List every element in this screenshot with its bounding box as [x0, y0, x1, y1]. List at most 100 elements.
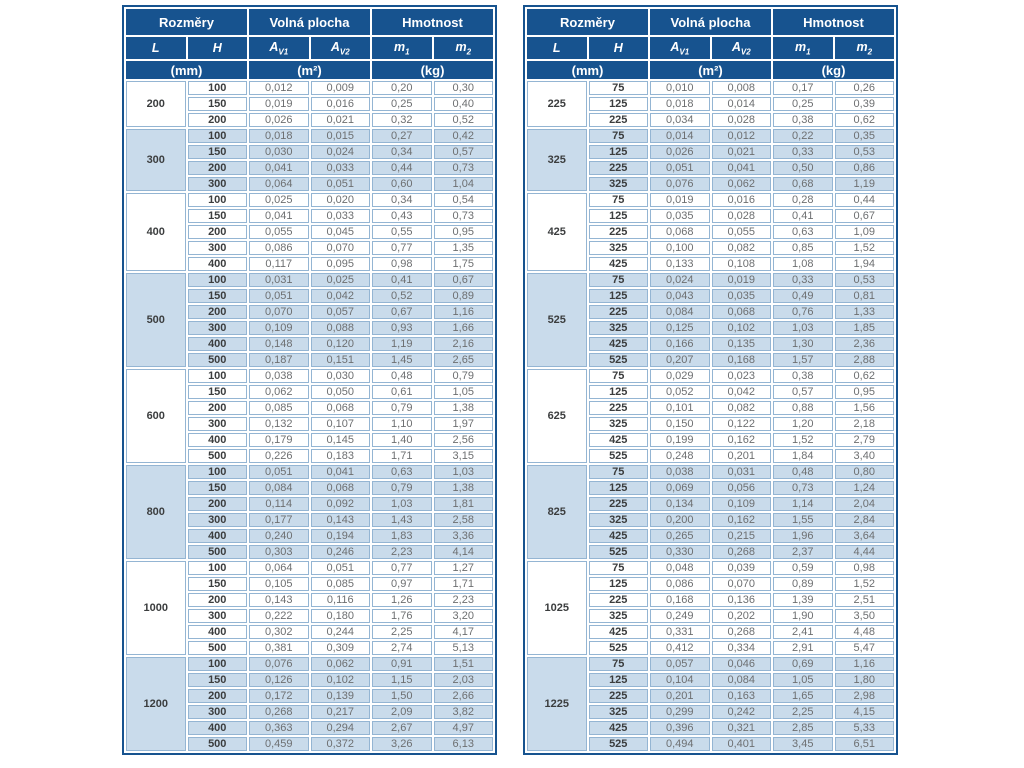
table-row: 600 100 0,038 0,030 0,48 0,79 [126, 369, 493, 463]
value-cell: 0,070 [711, 577, 771, 591]
value-cell: 2,37 [773, 545, 833, 559]
value-cell: 0,122 [711, 417, 771, 431]
value-cell: 0,43 [372, 209, 432, 223]
value-cell: 0,244 [310, 625, 370, 639]
symbol-A: A [670, 39, 680, 54]
dimension-H-cell: 400 [187, 529, 247, 543]
value-cell: 2,03 [433, 673, 493, 687]
value-cell: 5,47 [834, 641, 894, 655]
dimension-H-cell: 150 [187, 289, 247, 303]
dimension-H-cell: 500 [187, 737, 247, 751]
value-cell: 5,13 [433, 641, 493, 655]
value-cell: 0,48 [372, 369, 432, 383]
table-row: 150 0,041 0,033 0,43 0,73 [126, 209, 493, 223]
value-cell: 1,80 [834, 673, 894, 687]
value-cell: 1,56 [834, 401, 894, 415]
value-cell: 0,102 [711, 321, 771, 335]
value-cell: 0,023 [711, 369, 771, 383]
col-label-Av1: AV1 [650, 37, 710, 59]
value-cell: 0,012 [249, 81, 309, 95]
dimension-H-cell: 200 [187, 225, 247, 239]
value-cell: 0,088 [310, 321, 370, 335]
value-cell: 0,330 [650, 545, 710, 559]
value-cell: 0,082 [711, 401, 771, 415]
dimension-H-cell: 325 [588, 705, 648, 719]
value-cell: 0,024 [650, 273, 710, 287]
value-cell: 1,52 [834, 241, 894, 255]
value-cell: 0,412 [650, 641, 710, 655]
value-cell: 0,26 [834, 81, 894, 95]
dimension-H-cell: 225 [588, 497, 648, 511]
dimension-L-cell: 300 [126, 129, 186, 191]
value-cell: 4,97 [433, 721, 493, 735]
dimension-L-cell: 1225 [527, 657, 587, 751]
value-cell: 0,41 [773, 209, 833, 223]
col-label-H: H [588, 37, 648, 59]
dimension-H-cell: 75 [588, 273, 648, 287]
table-row: 200 0,055 0,045 0,55 0,95 [126, 225, 493, 239]
table-row: 400 0,179 0,145 1,40 2,56 [126, 433, 493, 447]
dimension-H-cell: 225 [588, 401, 648, 415]
value-cell: 0,084 [650, 305, 710, 319]
value-cell: 0,396 [650, 721, 710, 735]
dimension-H-cell: 525 [588, 737, 648, 751]
table-row: 225 0,168 0,136 1,39 2,51 [527, 593, 894, 607]
table-row: 325 0,200 0,162 1,55 2,84 [527, 513, 894, 527]
value-cell: 1,20 [773, 417, 833, 431]
header-weight: Hmotnost [773, 9, 894, 35]
value-cell: 2,56 [433, 433, 493, 447]
value-cell: 0,309 [310, 641, 370, 655]
value-cell: 0,041 [249, 209, 309, 223]
table-row: 1025 75 0,048 0,039 0,59 0,98 [527, 561, 894, 655]
value-cell: 0,012 [711, 129, 771, 143]
col-label-H: H [187, 37, 247, 59]
value-cell: 0,53 [834, 273, 894, 287]
value-cell: 3,20 [433, 609, 493, 623]
value-cell: 0,93 [372, 321, 432, 335]
value-cell: 1,66 [433, 321, 493, 335]
value-cell: 0,114 [249, 497, 309, 511]
table-row: 400 0,363 0,294 2,67 4,97 [126, 721, 493, 735]
dimension-H-cell: 200 [187, 161, 247, 175]
value-cell: 0,163 [711, 689, 771, 703]
value-cell: 0,50 [773, 161, 833, 175]
header-free-area: Volná plocha [650, 9, 771, 35]
value-cell: 0,242 [711, 705, 771, 719]
table-row: 125 0,104 0,084 1,05 1,80 [527, 673, 894, 687]
value-cell: 2,85 [773, 721, 833, 735]
value-cell: 0,025 [310, 273, 370, 287]
value-cell: 0,95 [433, 225, 493, 239]
table-row: 125 0,035 0,028 0,41 0,67 [527, 209, 894, 223]
table-row: 225 0,134 0,109 1,14 2,04 [527, 497, 894, 511]
value-cell: 1,81 [433, 497, 493, 511]
table-row: 825 75 0,038 0,031 0,48 0,80 [527, 465, 894, 559]
table-row: 200 0,070 0,057 0,67 1,16 [126, 305, 493, 319]
value-cell: 4,15 [834, 705, 894, 719]
value-cell: 2,91 [773, 641, 833, 655]
value-cell: 0,056 [711, 481, 771, 495]
value-cell: 0,126 [249, 673, 309, 687]
value-cell: 0,33 [773, 145, 833, 159]
value-cell: 1,24 [834, 481, 894, 495]
value-cell: 0,018 [650, 97, 710, 111]
value-cell: 1,85 [834, 321, 894, 335]
dimension-H-cell: 525 [588, 641, 648, 655]
value-cell: 1,05 [773, 673, 833, 687]
dimension-H-cell: 400 [187, 721, 247, 735]
value-cell: 3,36 [433, 529, 493, 543]
table-row: 425 75 0,019 0,016 0,28 0,44 [527, 193, 894, 271]
value-cell: 0,020 [310, 193, 370, 207]
table-row: 625 75 0,029 0,023 0,38 0,62 [527, 369, 894, 463]
value-cell: 1,19 [372, 337, 432, 351]
dimension-H-cell: 100 [187, 81, 247, 95]
value-cell: 3,40 [834, 449, 894, 463]
dimension-L-cell: 600 [126, 369, 186, 463]
subscript-v1: V1 [278, 47, 289, 57]
dimension-L-cell: 1200 [126, 657, 186, 751]
dimension-L-cell: 425 [527, 193, 587, 271]
dimension-L-cell: 500 [126, 273, 186, 367]
value-cell: 0,120 [310, 337, 370, 351]
table-row: 225 75 0,010 0,008 0,17 0,26 [527, 81, 894, 127]
value-cell: 0,018 [249, 129, 309, 143]
table-row: 500 0,187 0,151 1,45 2,65 [126, 353, 493, 367]
